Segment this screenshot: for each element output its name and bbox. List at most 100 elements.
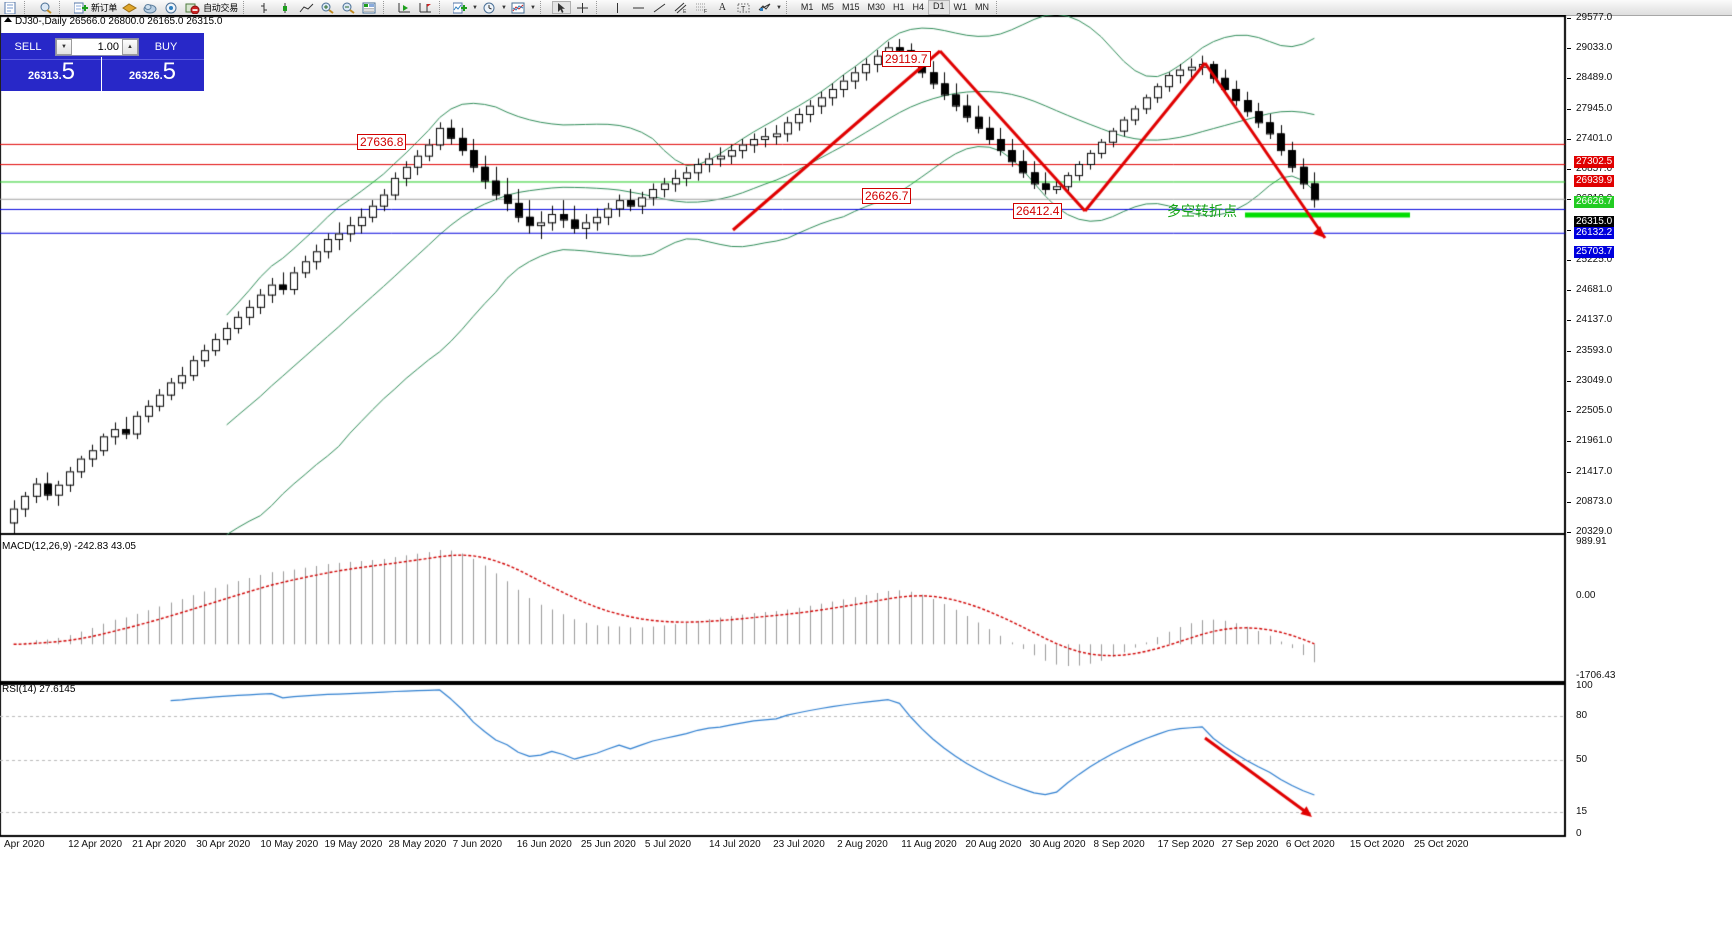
volume-stepper[interactable]: ▼ 1.00 ▲ <box>55 38 139 56</box>
crosshair-icon[interactable] <box>573 1 592 14</box>
price-axis-tick <box>1567 259 1571 261</box>
buy-price[interactable]: 26326. 5 <box>102 60 203 92</box>
svg-text:F: F <box>704 9 707 14</box>
price-axis-tick <box>1567 532 1571 533</box>
label-26626-7[interactable]: 26626.7 <box>862 188 912 204</box>
date-axis-label: 27 Sep 2020 <box>1221 839 1279 850</box>
label-26412-4[interactable]: 26412.4 <box>1013 203 1063 219</box>
toolbar-separator <box>595 1 604 14</box>
buy-button[interactable]: BUY <box>154 41 178 53</box>
zoom-in-icon[interactable] <box>318 1 337 14</box>
crosshair-search-icon[interactable] <box>36 1 55 14</box>
price-axis-tick <box>1567 380 1571 382</box>
date-axis-label: 21 Apr 2020 <box>132 839 187 850</box>
price-axis-label: 23593.0 <box>1576 344 1613 356</box>
toolbar-separator <box>242 1 251 14</box>
chart-shift-icon[interactable] <box>416 1 435 14</box>
toolbar-separator <box>24 1 32 14</box>
timeframe-mn[interactable]: MN <box>975 2 990 12</box>
date-axis-label: 14 Jul 2020 <box>709 839 761 850</box>
objects-icon[interactable] <box>755 1 774 14</box>
price-axis-label: 27945.0 <box>1576 102 1613 114</box>
history-icon[interactable] <box>120 1 139 14</box>
price-axis-tick <box>1567 229 1571 231</box>
date-axis-label: 15 Oct 2020 <box>1349 839 1405 850</box>
date-axis-label: 7 Jun 2020 <box>452 839 503 850</box>
date-axis-label: 16 Jun 2020 <box>516 839 572 850</box>
svg-text:T: T <box>741 6 746 13</box>
text-icon[interactable]: A <box>718 2 727 13</box>
periods-chevron-down-icon[interactable]: ▼ <box>500 4 507 11</box>
volume-decrease-icon[interactable]: ▼ <box>56 39 72 55</box>
hline-icon[interactable] <box>629 1 648 14</box>
cursor-icon[interactable] <box>551 1 571 14</box>
new-order-label[interactable]: 新订单 <box>91 3 118 13</box>
fibonacci-icon[interactable]: F <box>692 1 711 14</box>
label-29119-7[interactable]: 29119.7 <box>882 51 931 67</box>
trade-panel-prices: 26313. 5 26326. 5 <box>1 59 204 92</box>
autotrading-icon[interactable] <box>183 1 202 14</box>
chart-area[interactable]: 27636.8 29119.7 26626.7 26412.4 多空转折点 29577.… <box>0 12 1732 939</box>
timeframe-h1[interactable]: H1 <box>892 2 905 12</box>
badge-27302-5[interactable]: 27302.5 <box>1574 156 1615 168</box>
toolbar-separator <box>539 1 548 14</box>
main-toolbar: 新订单 自动交易 ▼ ▼ ▼ <box>0 0 1732 16</box>
objects-chevron-down-icon[interactable]: ▼ <box>775 4 782 11</box>
timeframe-h4[interactable]: H4 <box>912 2 925 12</box>
volume-increase-icon[interactable]: ▲ <box>122 39 138 55</box>
auto-scroll-icon[interactable] <box>395 1 414 14</box>
price-axis-label: 21417.0 <box>1576 465 1613 477</box>
chart-canvas[interactable] <box>0 15 1732 939</box>
date-axis-label: Apr 2020 <box>4 839 45 850</box>
badge-26939-9[interactable]: 26939.9 <box>1574 175 1615 187</box>
timeframe-w1[interactable]: W1 <box>953 2 968 12</box>
badge-26626-7[interactable]: 26626.7 <box>1574 196 1615 208</box>
indicators-chevron-down-icon[interactable]: ▼ <box>471 4 478 11</box>
timeframe-d1[interactable]: D1 <box>928 0 950 15</box>
trendline-icon[interactable] <box>650 1 669 14</box>
price-axis-label: 24681.0 <box>1576 284 1613 296</box>
label-turning-point[interactable]: 多空转折点 <box>1167 203 1237 219</box>
price-axis-label: 26857.0 <box>1576 163 1613 175</box>
signal-icon[interactable] <box>162 1 181 14</box>
text-label-icon[interactable]: T <box>734 1 753 14</box>
toolbar-separator <box>996 1 1004 14</box>
autotrading-label[interactable]: 自动交易 <box>203 3 238 13</box>
price-axis-label: 23049.0 <box>1576 374 1613 386</box>
new-chart-icon[interactable] <box>1 1 20 14</box>
label-27636-8[interactable]: 27636.8 <box>357 134 407 150</box>
price-axis-label: 20329.0 <box>1576 526 1613 537</box>
badge-26315-0[interactable]: 26315.0 <box>1574 216 1615 228</box>
indicators-icon[interactable] <box>451 1 470 14</box>
date-axis-label: 25 Oct 2020 <box>1414 839 1469 850</box>
bar-chart-icon[interactable] <box>255 1 274 14</box>
one-click-trading-panel[interactable]: SELL ▼ 1.00 ▲ BUY 26313. 5 26326. 5 <box>1 33 204 91</box>
vline-icon[interactable] <box>608 1 627 14</box>
templates-chevron-down-icon[interactable]: ▼ <box>529 4 536 11</box>
timeframe-m15[interactable]: M15 <box>841 2 860 12</box>
toolbar-separator <box>382 1 391 14</box>
sell-price[interactable]: 26313. 5 <box>1 60 102 92</box>
badge-25703-7[interactable]: 25703.7 <box>1574 246 1615 258</box>
new-order-icon[interactable] <box>71 1 90 14</box>
templates-icon[interactable] <box>509 1 528 14</box>
sell-button[interactable]: SELL <box>14 41 42 53</box>
periods-icon[interactable] <box>480 1 499 14</box>
timeframe-m1[interactable]: M1 <box>800 2 814 12</box>
sell-price-fraction: 5 <box>61 58 75 85</box>
rsi-axis-label: 80 <box>1576 709 1588 721</box>
volume-value[interactable]: 1.00 <box>97 41 119 53</box>
timeframe-m30[interactable]: M30 <box>867 2 885 12</box>
zoom-out-icon[interactable] <box>339 1 358 14</box>
date-axis-label: 12 Apr 2020 <box>68 839 123 850</box>
line-chart-icon[interactable] <box>297 1 316 14</box>
equidistant-icon[interactable]: E <box>671 1 690 14</box>
cloud-icon[interactable] <box>141 1 160 14</box>
timeframe-m5[interactable]: M5 <box>821 2 834 12</box>
buy-price-integer: 26326 <box>128 70 160 82</box>
badge-26132-2[interactable]: 26132.2 <box>1574 227 1615 239</box>
date-axis-label: 28 May 2020 <box>388 839 447 850</box>
data-window-icon[interactable] <box>360 1 379 14</box>
rsi-axis-label: 100 <box>1576 680 1593 691</box>
candlestick-chart-icon[interactable] <box>276 1 295 14</box>
